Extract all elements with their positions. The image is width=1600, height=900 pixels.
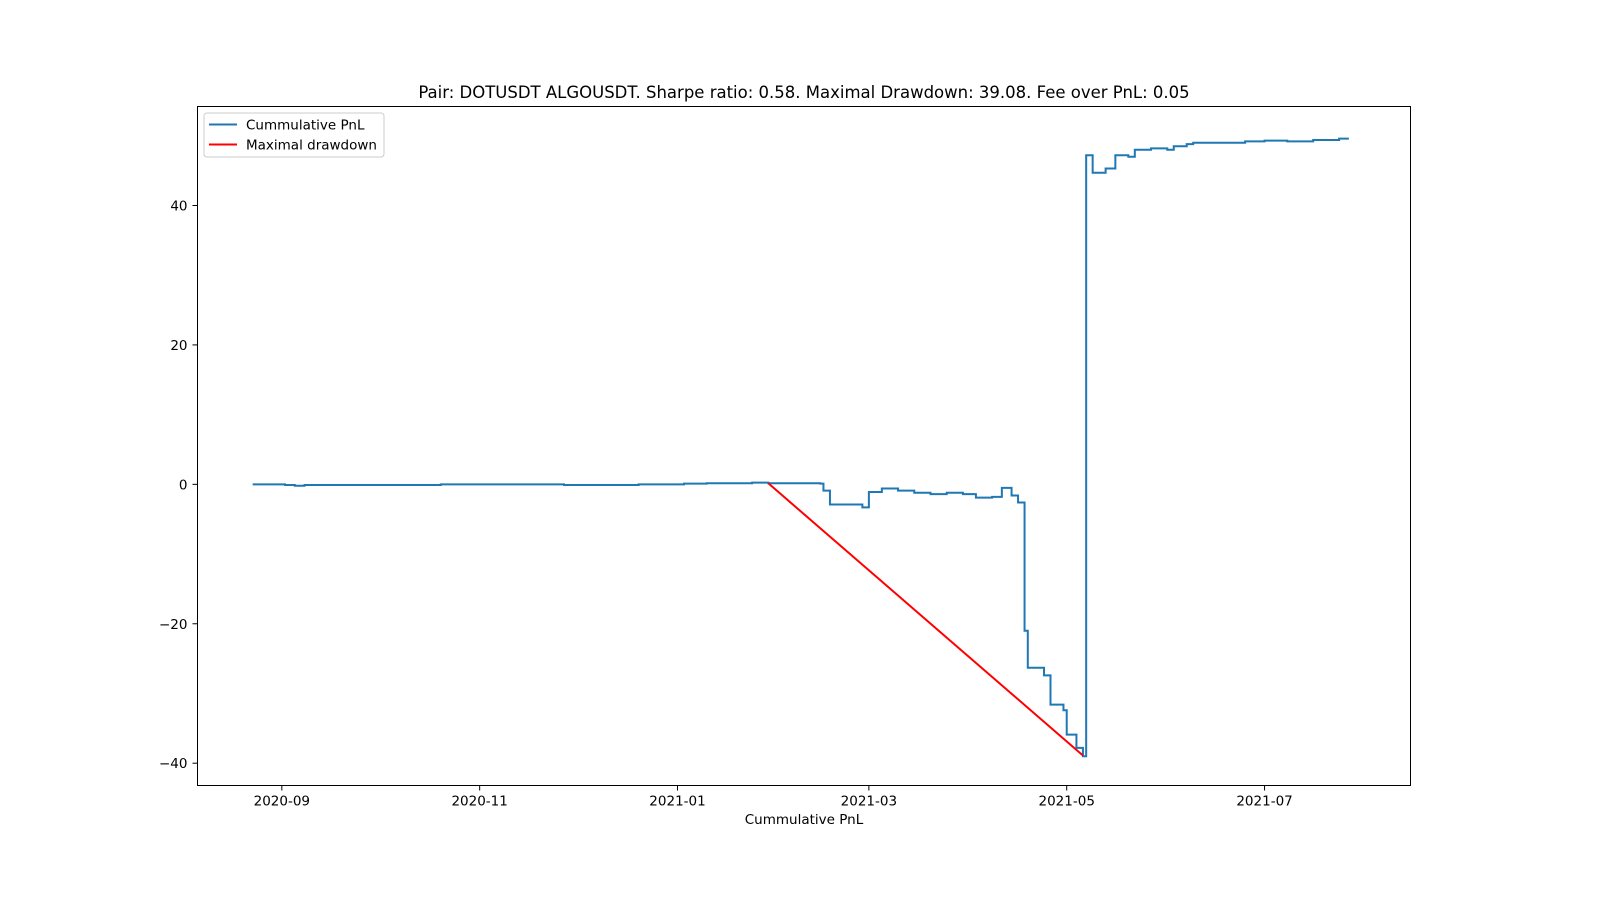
legend-label-cummulative-pnl: Cummulative PnL (246, 118, 365, 134)
series-layer (252, 137, 1349, 758)
series-line-cummulative-pnl (252, 137, 1349, 758)
x-tick-label: 2021-01 (649, 794, 705, 810)
series-line-maximal-drawdown (767, 482, 1084, 757)
chart-title: Pair: DOTUSDT ALGOUSDT. Sharpe ratio: 0.… (418, 83, 1189, 102)
y-tick-label: 0 (179, 477, 188, 493)
legend-box (203, 112, 385, 158)
y-tick-label: −20 (159, 617, 188, 633)
axes-frame (197, 106, 1411, 786)
x-tick-label: 2020-11 (451, 794, 507, 810)
plot-area (197, 106, 1411, 786)
y-axis: −40 −20 0 20 40 (159, 198, 198, 772)
x-tick-label: 2021-03 (841, 794, 897, 810)
x-axis: 2020-09 2020-11 2021-01 2021-03 2021-05 2021-… (254, 785, 1293, 810)
x-axis-label: Cummulative PnL (745, 812, 864, 828)
y-tick-label: −40 (159, 756, 188, 772)
x-tick-label: 2021-05 (1039, 794, 1095, 810)
legend: Cummulative PnL Maximal drawdown (203, 112, 385, 158)
x-tick-label: 2020-09 (254, 794, 310, 810)
legend-label-maximal-drawdown: Maximal drawdown (246, 138, 377, 154)
x-tick-label: 2021-07 (1236, 794, 1292, 810)
y-tick-label: 40 (170, 198, 187, 214)
y-tick-label: 20 (170, 338, 187, 354)
